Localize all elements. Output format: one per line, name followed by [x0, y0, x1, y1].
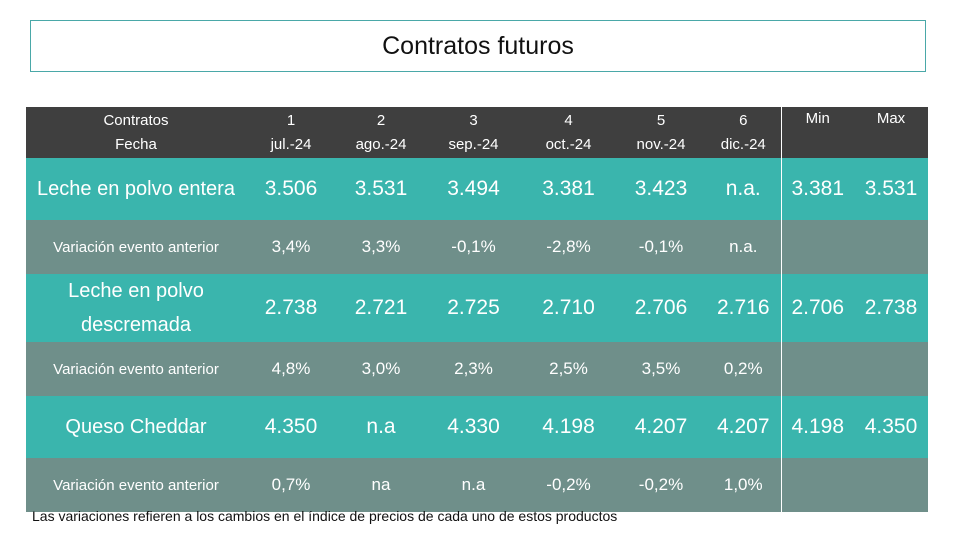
variation-cell: 3,4% — [246, 220, 336, 274]
variation-cell: 3,5% — [616, 342, 706, 396]
price-cell: n.a — [336, 396, 426, 458]
min-cell: 3.381 — [780, 158, 854, 220]
min-cell: 4.198 — [780, 396, 854, 458]
price-cell: 2.725 — [426, 274, 521, 342]
price-cell: 2.738 — [246, 274, 336, 342]
contract-date: dic.-24 — [720, 135, 766, 153]
product-row: Leche en polvo descremada 2.738 2.721 2.… — [26, 274, 928, 342]
header-contract-4: 4 oct.-24 — [521, 107, 616, 158]
contract-number: 4 — [564, 111, 573, 129]
min-label: Min — [805, 110, 830, 127]
contract-date: oct.-24 — [545, 135, 592, 153]
variation-cell: na — [336, 458, 426, 512]
variation-row: Variación evento anterior 3,4% 3,3% -0,1… — [26, 220, 928, 274]
header-label-cell: Contratos Fecha — [26, 107, 246, 158]
variation-cell: n.a — [426, 458, 521, 512]
max-label: Max — [876, 110, 906, 127]
empty-max-cell — [854, 342, 928, 396]
variation-label: Variación evento anterior — [26, 342, 246, 396]
max-cell: 3.531 — [854, 158, 928, 220]
header-contract-6: 6 dic.-24 — [706, 107, 781, 158]
contract-date: sep.-24 — [448, 135, 499, 153]
header-contract-3: 3 sep.-24 — [426, 107, 521, 158]
header-date-label: Fecha — [115, 135, 157, 153]
price-cell: 3.531 — [336, 158, 426, 220]
empty-min-cell — [780, 458, 854, 512]
contract-number: 3 — [469, 111, 478, 129]
contract-date: ago.-24 — [355, 135, 407, 153]
header-contracts-label: Contratos — [103, 111, 169, 129]
variation-cell: -0,1% — [616, 220, 706, 274]
variation-cell: -2,8% — [521, 220, 616, 274]
empty-min-cell — [780, 342, 854, 396]
variation-cell: 0,7% — [246, 458, 336, 512]
variation-label: Variación evento anterior — [26, 458, 246, 512]
variation-cell: 2,3% — [426, 342, 521, 396]
price-cell: n.a. — [706, 158, 781, 220]
variation-row: Variación evento anterior 0,7% na n.a -0… — [26, 458, 928, 512]
price-cell: 4.207 — [706, 396, 781, 458]
variation-cell: -0,2% — [521, 458, 616, 512]
contract-number: 1 — [286, 111, 296, 129]
price-cell: 3.506 — [246, 158, 336, 220]
variation-cell: 1,0% — [706, 458, 781, 512]
variation-cell: 4,8% — [246, 342, 336, 396]
empty-min-cell — [780, 220, 854, 274]
header-max: Max — [854, 107, 928, 158]
header-min: Min — [780, 107, 854, 158]
header-contract-2: 2 ago.-24 — [336, 107, 426, 158]
price-cell: 2.716 — [706, 274, 781, 342]
price-cell: 4.330 — [426, 396, 521, 458]
contract-date: jul.-24 — [270, 135, 312, 153]
contract-date: nov.-24 — [636, 135, 686, 153]
variation-cell: 0,2% — [706, 342, 781, 396]
min-cell: 2.706 — [780, 274, 854, 342]
futures-table: Contratos Fecha 1 jul.-24 2 ago.-24 3 sep.-… — [26, 107, 928, 512]
price-cell: 4.207 — [616, 396, 706, 458]
variation-cell: -0,1% — [426, 220, 521, 274]
variation-cell: -0,2% — [616, 458, 706, 512]
price-cell: 4.350 — [246, 396, 336, 458]
max-cell: 2.738 — [854, 274, 928, 342]
product-name: Leche en polvo entera — [26, 158, 246, 220]
empty-max-cell — [854, 220, 928, 274]
price-cell: 3.381 — [521, 158, 616, 220]
contract-number: 6 — [739, 111, 748, 129]
variation-cell: n.a. — [706, 220, 781, 274]
price-cell: 4.198 — [521, 396, 616, 458]
contract-number: 5 — [656, 111, 666, 129]
page-title: Contratos futuros — [30, 20, 926, 72]
variation-label: Variación evento anterior — [26, 220, 246, 274]
price-cell: 2.706 — [616, 274, 706, 342]
header-row: Contratos Fecha 1 jul.-24 2 ago.-24 3 sep.-… — [26, 107, 928, 158]
price-cell: 2.721 — [336, 274, 426, 342]
footnote: Las variaciones refieren a los cambios e… — [32, 508, 618, 524]
product-row: Leche en polvo entera 3.506 3.531 3.494 … — [26, 158, 928, 220]
empty-max-cell — [854, 458, 928, 512]
variation-cell: 3,3% — [336, 220, 426, 274]
header-contract-1: 1 jul.-24 — [246, 107, 336, 158]
variation-row: Variación evento anterior 4,8% 3,0% 2,3%… — [26, 342, 928, 396]
price-cell: 2.710 — [521, 274, 616, 342]
max-cell: 4.350 — [854, 396, 928, 458]
product-row: Queso Cheddar 4.350 n.a 4.330 4.198 4.20… — [26, 396, 928, 458]
variation-cell: 2,5% — [521, 342, 616, 396]
product-name: Leche en polvo descremada — [26, 274, 246, 342]
product-name: Queso Cheddar — [26, 396, 246, 458]
variation-cell: 3,0% — [336, 342, 426, 396]
price-cell: 3.423 — [616, 158, 706, 220]
price-cell: 3.494 — [426, 158, 521, 220]
header-contract-5: 5 nov.-24 — [616, 107, 706, 158]
contract-number: 2 — [376, 111, 386, 129]
